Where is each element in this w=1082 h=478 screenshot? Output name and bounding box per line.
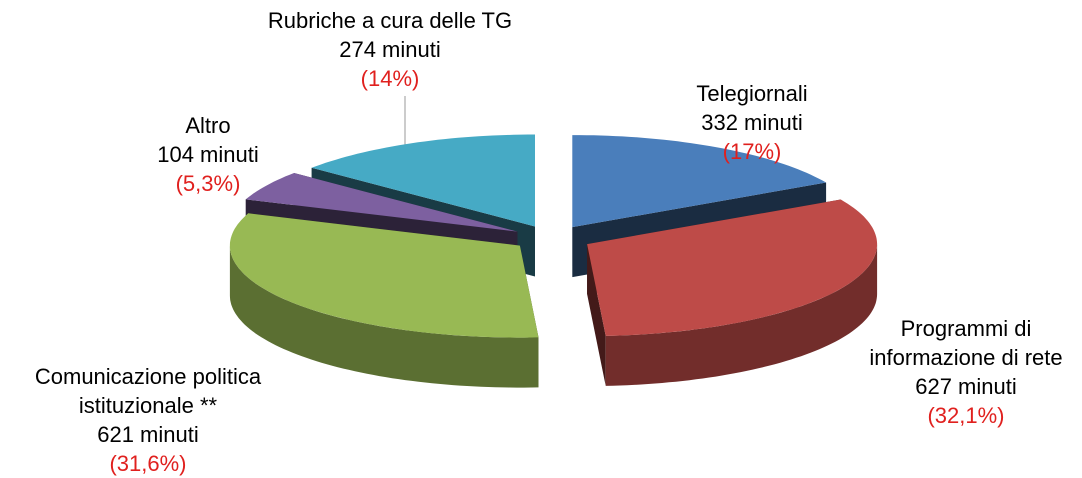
slice — [229, 213, 539, 338]
slice — [572, 135, 827, 228]
percentage-label: (5,3%) — [176, 171, 241, 196]
value-label: 274 minuti — [339, 37, 441, 62]
slice-label: Programmi di — [901, 316, 1032, 341]
slice-label: Telegiornali — [696, 81, 807, 106]
percentage-label: (32,1%) — [927, 403, 1004, 428]
slice-label: istituzionale ** — [79, 393, 218, 418]
slice-wall — [605, 244, 878, 386]
slice-side — [587, 244, 606, 386]
slice-label: informazione di rete — [869, 345, 1062, 370]
slice — [311, 134, 535, 227]
value-label: 332 minuti — [701, 110, 803, 135]
slice — [245, 173, 518, 232]
percentage-label: (17%) — [723, 139, 782, 164]
percentage-label: (14%) — [361, 66, 420, 91]
slice-wall — [229, 245, 539, 388]
value-label: 104 minuti — [157, 142, 259, 167]
percentage-label: (31,6%) — [109, 451, 186, 476]
value-label: 621 minuti — [97, 422, 199, 447]
value-label: 627 minuti — [915, 374, 1017, 399]
slice — [587, 199, 878, 336]
slice-label: Comunicazione politica — [35, 364, 262, 389]
slice-label: Altro — [185, 113, 230, 138]
slice-label: Rubriche a cura delle TG — [268, 8, 512, 33]
